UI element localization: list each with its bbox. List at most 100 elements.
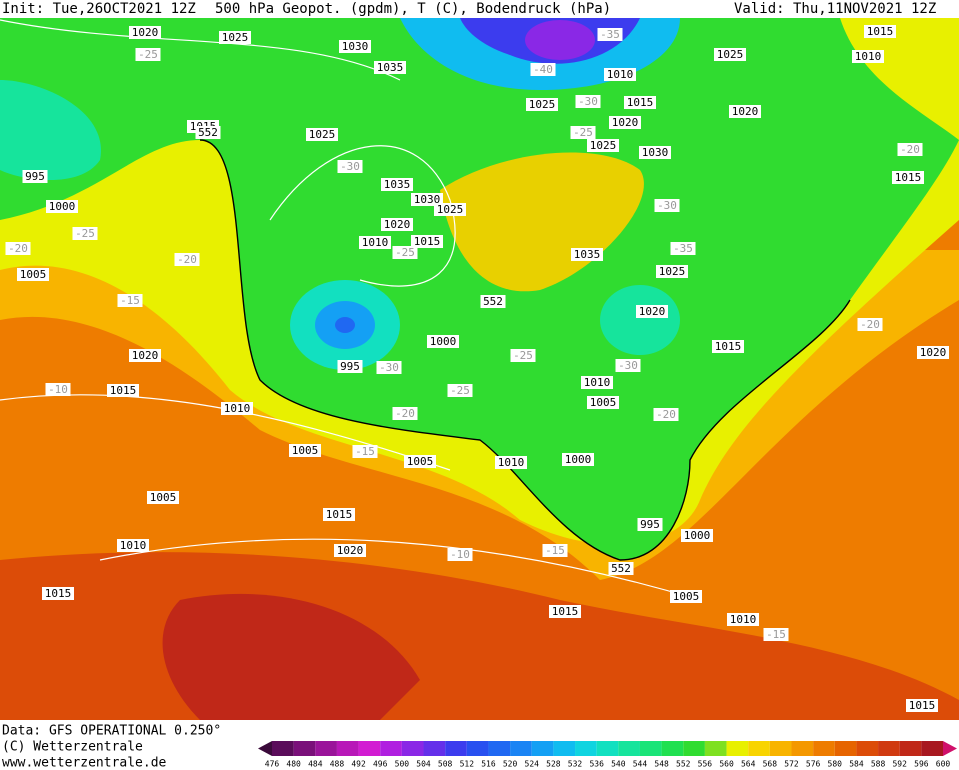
colorbar-label: 600	[936, 760, 951, 769]
map	[0, 18, 959, 720]
contour-label: 1030	[642, 146, 669, 159]
colorbar-bin	[899, 741, 922, 756]
label-box	[72, 227, 98, 240]
label-box	[381, 218, 413, 231]
label-box	[22, 170, 48, 183]
contour-label: 552	[483, 295, 503, 308]
colorbar-bin	[510, 741, 532, 756]
label-box	[323, 508, 355, 521]
map-title: 500 hPa Geopot. (gpdm), T (C), Bodendruc…	[215, 1, 611, 17]
colorbar-label: 580	[828, 760, 843, 769]
contour-label: 1015	[895, 171, 922, 184]
colorbar-bin	[358, 741, 381, 756]
label-box	[604, 68, 636, 81]
label-box	[656, 265, 688, 278]
colorbar-bin	[315, 741, 337, 756]
contour-label: 1000	[430, 335, 457, 348]
contour-label: 1005	[150, 491, 177, 504]
contour-label: 1020	[920, 346, 947, 359]
cold-pool	[600, 285, 680, 355]
field-darkred	[162, 593, 420, 720]
label-box	[135, 48, 161, 61]
colorbar-bin	[661, 741, 684, 756]
label-box	[221, 402, 253, 415]
contour-label: 1010	[362, 236, 389, 249]
contour-label: 1000	[684, 529, 711, 542]
contour-label: -15	[766, 628, 786, 641]
label-box	[609, 116, 641, 129]
label-box	[337, 360, 363, 373]
contour-label: -25	[395, 246, 415, 259]
label-box	[174, 253, 200, 266]
label-box	[653, 408, 679, 421]
contour-label: 1025	[222, 31, 249, 44]
label-box	[411, 235, 443, 248]
contour-label: 1015	[110, 384, 137, 397]
colorbar-label: 500	[395, 760, 410, 769]
colorbar-bin	[575, 741, 597, 756]
label-box	[117, 294, 143, 307]
colorbar-label: 528	[546, 760, 561, 769]
label-box	[575, 95, 601, 108]
contour-label: 1020	[132, 26, 159, 39]
copyright: (C) Wetterzentrale	[2, 740, 143, 755]
contour-label: -20	[900, 143, 920, 156]
contour-label: 1015	[627, 96, 654, 109]
colorbar-label: 548	[654, 760, 669, 769]
low-core	[335, 317, 355, 333]
contour-label: -20	[8, 242, 28, 255]
colorbar-label: 564	[741, 760, 756, 769]
colorbar-label: 584	[849, 760, 864, 769]
label-box	[117, 539, 149, 552]
colorbar-label: 572	[784, 760, 799, 769]
contour-label: -10	[450, 548, 470, 561]
contour-label: 1010	[224, 402, 251, 415]
label-box	[712, 340, 744, 353]
contour-label: -35	[673, 242, 693, 255]
label-box	[530, 63, 556, 76]
contour-label: 1035	[384, 178, 411, 191]
contour-label: -25	[573, 126, 593, 139]
contour-label: 552	[611, 562, 631, 575]
label-box	[107, 384, 139, 397]
label-box	[510, 349, 536, 362]
contour-label: 1005	[20, 268, 47, 281]
field-green	[0, 18, 959, 560]
label-box	[852, 50, 884, 63]
contour-label: -15	[545, 544, 565, 557]
label-box	[404, 455, 436, 468]
label-box	[587, 139, 619, 152]
contour-label: 1020	[732, 105, 759, 118]
colorbar-bin	[683, 741, 705, 756]
label-box	[857, 318, 883, 331]
init-time: Init: Tue,26OCT2021 12Z	[2, 1, 196, 17]
colorbar-end	[258, 741, 272, 756]
contour-label: 1010	[730, 613, 757, 626]
colorbar-bin	[401, 741, 424, 756]
contour-label: -30	[618, 359, 638, 372]
colorbar-bin	[791, 741, 814, 756]
colorbar-bin	[878, 741, 900, 756]
header-bar	[0, 0, 959, 18]
contour-label: 995	[25, 170, 45, 183]
colorbar-bin	[921, 741, 943, 756]
label-box	[352, 445, 378, 458]
colorbar-label: 576	[806, 760, 821, 769]
contour-label: -25	[450, 384, 470, 397]
label-box	[411, 193, 443, 206]
label-box	[5, 242, 31, 255]
colorbar-bin	[531, 741, 554, 756]
contour-label: 1025	[309, 128, 336, 141]
label-box	[427, 335, 459, 348]
label-box	[581, 376, 613, 389]
contour-label: 1015	[414, 235, 441, 248]
contour-label: 1020	[639, 305, 666, 318]
contour-label: 1025	[590, 139, 617, 152]
contour-label: -30	[340, 160, 360, 173]
contour-label: -20	[656, 408, 676, 421]
label-box	[337, 160, 363, 173]
colorbar-bin	[618, 741, 640, 756]
colorbar-bin	[423, 741, 446, 756]
contour-label: 995	[340, 360, 360, 373]
colorbar-label: 512	[460, 760, 475, 769]
